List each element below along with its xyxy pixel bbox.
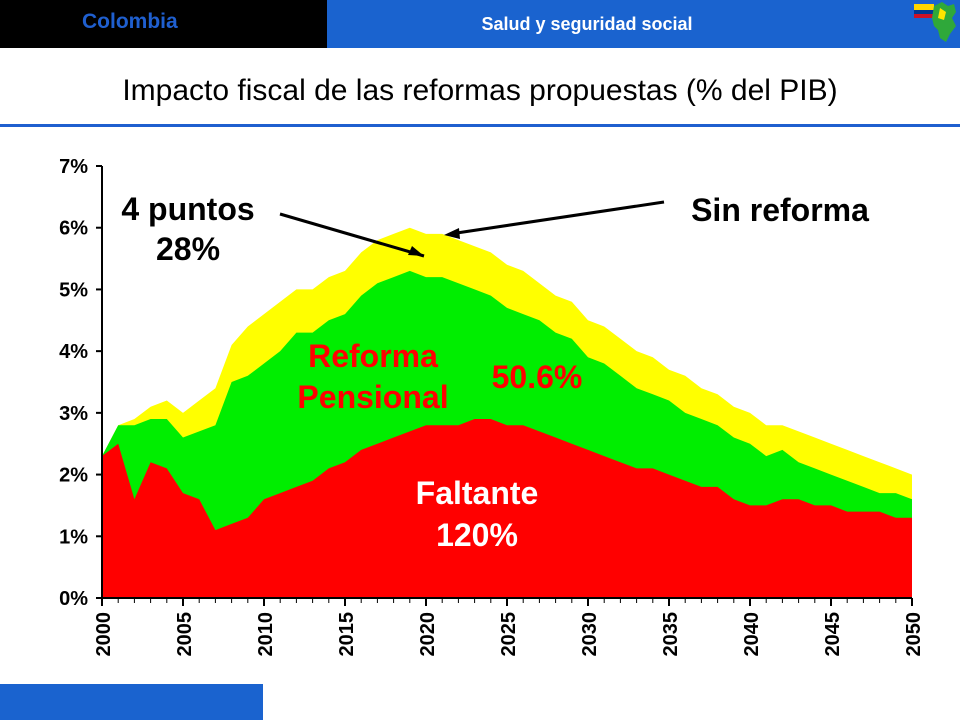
chart-tick-labels: 0% 1% 2% 3% 4% 5% 6% 7% 2000 2005 2010 2015 2020 2025… (59, 156, 925, 657)
y-tick-label: 5% (59, 279, 88, 301)
puntos-arrow-head (408, 246, 424, 256)
annotation-reforma-pct: 50.6% (492, 359, 583, 395)
annotation-puntos-line2: 28% (156, 231, 220, 267)
title-divider (0, 124, 960, 127)
annotation-reforma-line2: Pensional (297, 379, 448, 415)
x-tick-label: 2050 (903, 612, 925, 657)
y-tick-label: 2% (59, 465, 88, 487)
annotation-faltante-line1: Faltante (416, 475, 539, 511)
annotation-puntos-line1: 4 puntos (121, 191, 254, 227)
y-tick-label: 3% (59, 403, 88, 425)
colombia-map-logo-icon (914, 2, 956, 42)
y-tick-label: 1% (59, 526, 88, 548)
area-series-2 (102, 419, 912, 598)
x-tick-label: 2040 (741, 612, 763, 657)
country-label: Colombia (82, 10, 178, 33)
y-tick-label: 7% (59, 156, 88, 178)
fiscal-impact-area-chart: 0% 1% 2% 3% 4% 5% 6% 7% 2000 2005 2010 2015 2020 2025… (59, 156, 925, 657)
annotation-faltante-line2: 120% (436, 517, 518, 553)
sin-reforma-arrow-line (449, 200, 665, 236)
x-tick-label: 2045 (822, 612, 844, 657)
x-tick-label: 2020 (417, 612, 439, 657)
header-country-bar: Colombia (0, 0, 327, 48)
area-series-group (102, 227, 912, 598)
annotation-reforma-line1: Reforma (308, 338, 438, 374)
puntos-arrow-line (279, 212, 425, 258)
page-title: Impacto fiscal de las reformas propuesta… (122, 74, 838, 107)
sin-reforma-arrow-head (444, 228, 460, 239)
x-tick-label: 2000 (93, 612, 115, 657)
footer-bar (0, 684, 263, 720)
y-tick-label: 6% (59, 218, 88, 240)
x-tick-label: 2005 (174, 612, 196, 657)
header-section-bar: Salud y seguridad social (327, 0, 960, 48)
x-tick-label: 2030 (579, 612, 601, 657)
x-tick-label: 2035 (660, 612, 682, 657)
annotation-sin-reforma: Sin reforma (691, 192, 869, 228)
y-tick-label: 0% (59, 588, 88, 610)
chart-axes (96, 165, 913, 606)
x-tick-label: 2015 (336, 612, 358, 657)
x-tick-label: 2010 (255, 612, 277, 657)
y-tick-label: 4% (59, 341, 88, 363)
section-label: Salud y seguridad social (481, 14, 693, 34)
x-tick-label: 2025 (498, 612, 520, 657)
